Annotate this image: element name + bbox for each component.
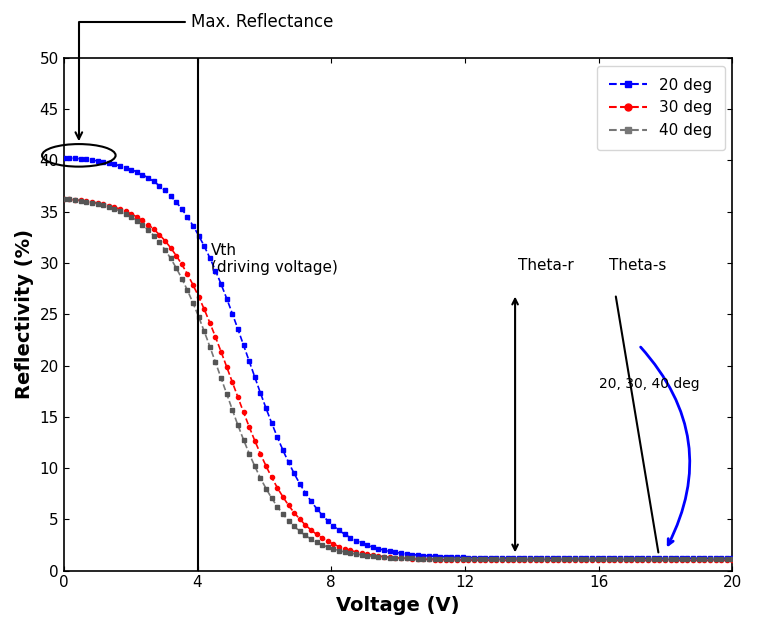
Text: Theta-s: Theta-s (609, 258, 666, 273)
Text: Max. Reflectance: Max. Reflectance (76, 13, 333, 139)
Y-axis label: Reflectivity (%): Reflectivity (%) (15, 229, 34, 399)
X-axis label: Voltage (V): Voltage (V) (336, 596, 459, 615)
Text: Vth
(driving voltage): Vth (driving voltage) (211, 243, 338, 275)
Legend: 20 deg, 30 deg, 40 deg: 20 deg, 30 deg, 40 deg (597, 66, 724, 151)
Text: Theta-r: Theta-r (519, 258, 574, 273)
Text: 20, 30, 40 deg: 20, 30, 40 deg (599, 377, 699, 391)
